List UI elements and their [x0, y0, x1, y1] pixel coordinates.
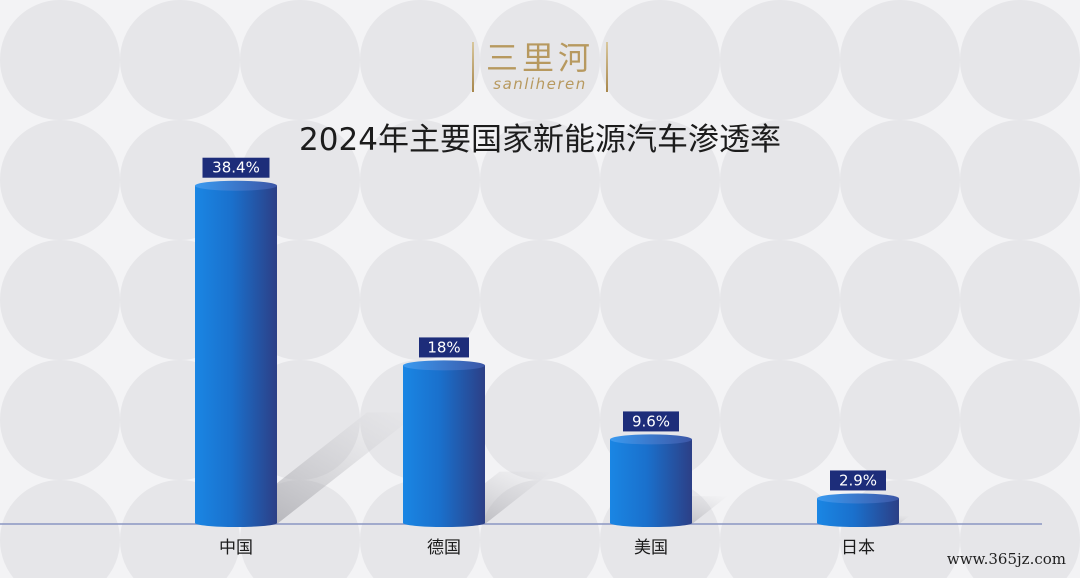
logo-english-text: sanliheren: [493, 75, 587, 93]
bar-body: [195, 185, 277, 527]
data-label-text: 9.6%: [632, 412, 670, 430]
data-label-text: 18%: [427, 338, 460, 356]
watermark-text: www.365jz.com: [946, 550, 1066, 568]
bar-4: [817, 493, 899, 527]
data-label: 18%: [419, 337, 469, 358]
data-label-box: [830, 470, 886, 491]
data-label: 2.9%: [830, 470, 886, 491]
logo-divider-right: [606, 42, 608, 92]
data-label-box: [419, 337, 469, 358]
bar-1: [195, 180, 277, 527]
bar-body: [817, 498, 899, 527]
x-tick-label: 美国: [634, 538, 668, 558]
data-label: 38.4%: [202, 157, 270, 178]
x-tick-label: 日本: [841, 538, 875, 558]
chart-title: 2024年主要国家新能源汽车渗透率: [299, 122, 781, 158]
bar-body: [403, 365, 485, 527]
data-label-box: [202, 157, 270, 178]
logo-chinese-text: 三里河: [485, 39, 594, 77]
bar-top: [817, 493, 899, 504]
bar-3: [610, 434, 692, 527]
bar-body: [610, 439, 692, 527]
bar-top: [195, 180, 277, 191]
x-tick-label: 中国: [219, 538, 253, 558]
data-label: 9.6%: [623, 411, 679, 432]
brand-logo: 三里河 sanliheren: [468, 40, 612, 96]
data-label-text: 38.4%: [212, 159, 260, 177]
bar-top: [403, 360, 485, 371]
bar-2: [403, 360, 485, 527]
x-tick-label: 德国: [427, 538, 461, 558]
logo-divider-left: [472, 42, 474, 92]
data-label-box: [623, 411, 679, 432]
bar-top: [610, 434, 692, 445]
data-label-text: 2.9%: [839, 471, 877, 489]
